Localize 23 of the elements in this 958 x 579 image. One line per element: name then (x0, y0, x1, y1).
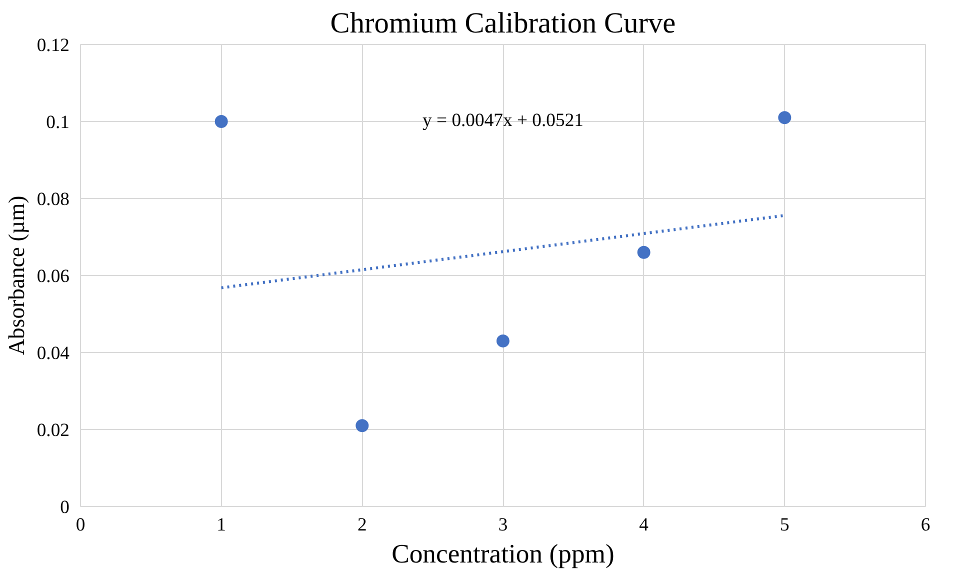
x-tick-label: 5 (780, 514, 790, 536)
y-tick-label: 0.1 (46, 112, 70, 133)
point (496, 334, 510, 348)
y-tick-label: 0.06 (36, 266, 70, 287)
y-tick-label: 0.12 (36, 35, 70, 56)
point (214, 115, 228, 128)
x-axis-title: Concentration (ppm) (392, 538, 614, 568)
chart-title: Chromium Calibration Curve (330, 8, 676, 40)
x-tick-label: 2 (358, 514, 367, 536)
y-tick-label: 0 (60, 497, 70, 518)
y-axis-title: Absorbance (µm) (4, 196, 29, 356)
point (778, 111, 792, 124)
x-tick-label: 6 (920, 514, 930, 536)
x-tick-label: 4 (639, 514, 650, 536)
x-tick-label: 0 (76, 514, 86, 536)
y-tick-label: 0.04 (36, 343, 70, 364)
y-tick-label: 0.08 (36, 189, 70, 210)
x-tick-label: 3 (498, 514, 508, 536)
point (356, 419, 369, 432)
point (637, 246, 650, 259)
x-tick-label: 1 (216, 514, 226, 536)
annotation: y = 0.0047x + 0.0521 (422, 110, 584, 132)
y-tick-label: 0.02 (36, 420, 70, 441)
